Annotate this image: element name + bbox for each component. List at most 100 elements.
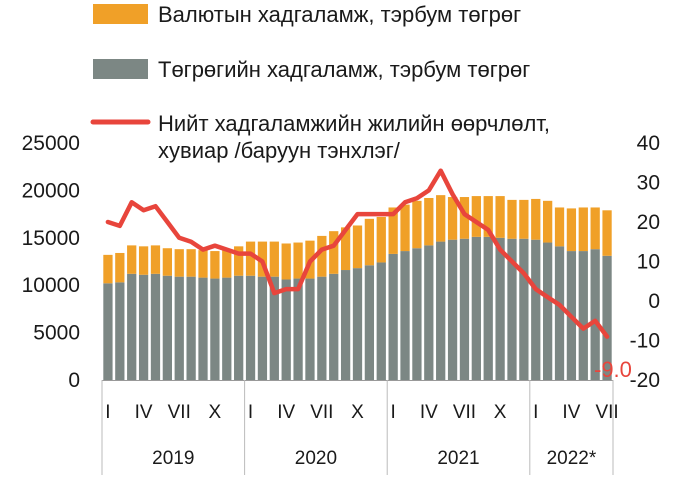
x-tick-label: I: [105, 402, 110, 423]
bar-fx-deposit: [566, 208, 577, 252]
year-label: 2021: [437, 448, 479, 469]
bar-mnt-deposit: [400, 251, 410, 380]
bar-mnt-deposit: [602, 255, 612, 380]
bar-fx-deposit: [543, 200, 553, 243]
bar-mnt-deposit: [590, 249, 600, 380]
legend-mnt-swatch: [93, 59, 148, 79]
x-tick-label: I: [248, 402, 253, 423]
bar-fx-deposit: [198, 250, 208, 278]
right-tick-label: 0: [648, 290, 660, 313]
bar-mnt-deposit: [364, 265, 375, 380]
legend-fx-swatch: [93, 4, 148, 24]
bar-fx-deposit: [519, 199, 529, 239]
bar-mnt-deposit: [554, 246, 565, 380]
bar-fx-deposit: [174, 249, 184, 277]
bar-fx-deposit: [400, 204, 410, 252]
bar-fx-deposit: [388, 207, 398, 254]
bar-fx-deposit: [352, 225, 363, 269]
right-tick-label: 30: [637, 172, 660, 195]
bar-mnt-deposit: [578, 251, 588, 380]
bar-mnt-deposit: [436, 241, 446, 380]
legend: Валютын хадгаламж, тэрбум төгрөг Төгрөги…: [90, 2, 550, 163]
bar-fx-deposit: [436, 195, 446, 242]
left-tick-label: 25000: [22, 132, 80, 155]
bar-mnt-deposit: [234, 275, 244, 380]
bar-fx-deposit: [210, 251, 220, 279]
bar-fx-deposit: [602, 210, 612, 256]
bar-fx-deposit: [424, 197, 434, 246]
bar-mnt-deposit: [352, 268, 363, 380]
bar-fx-deposit: [269, 241, 279, 277]
bar-fx-deposit: [245, 241, 256, 276]
bar-fx-deposit: [127, 245, 137, 274]
bar-mnt-deposit: [507, 238, 517, 380]
bar-fx-deposit: [340, 227, 351, 271]
bar-fx-deposit: [459, 197, 470, 239]
growth-line-layer: [105, 168, 610, 339]
right-tick-label: 20: [637, 211, 660, 234]
bar-fx-deposit: [447, 197, 458, 240]
left-tick-label: 5000: [33, 322, 80, 345]
legend-growth-label-line2: хувиар /баруун тэнхлэг/: [158, 138, 401, 163]
bar-fx-deposit: [578, 207, 588, 252]
year-label: 2019: [152, 448, 194, 469]
x-tick-label: IV: [420, 402, 438, 423]
bar-mnt-deposit: [412, 248, 422, 380]
growth-line: [105, 168, 610, 339]
x-tick-label: I: [533, 402, 538, 423]
bar-mnt-deposit: [305, 278, 315, 380]
legend-mnt-label: Төгрөгийн хадгаламж, тэрбум төгрөг: [158, 57, 530, 82]
bar-mnt-deposit: [531, 239, 541, 380]
bar-fx-deposit: [234, 246, 244, 276]
bar-mnt-deposit: [459, 238, 470, 380]
bar-mnt-deposit: [186, 276, 196, 380]
bar-mnt-deposit: [174, 276, 184, 380]
bars: [103, 195, 612, 380]
x-tick-label: I: [391, 402, 396, 423]
bar-mnt-deposit: [245, 275, 256, 380]
left-tick-label: 20000: [22, 179, 80, 202]
right-axis-ticks: -20 -10 0 10 20 30 40: [630, 132, 660, 392]
bar-mnt-deposit: [257, 276, 268, 380]
left-tick-label: 10000: [22, 274, 80, 297]
growth-end-label: -9.0: [594, 357, 632, 382]
bar-fx-deposit: [507, 199, 517, 239]
x-axis: I IV VII X I IV VII X I IV VII X I IV VII 2019 2020 2021 2…: [101, 380, 619, 475]
bar-fx-deposit: [186, 249, 196, 277]
left-tick-label: 15000: [22, 227, 80, 250]
bar-mnt-deposit: [543, 242, 553, 380]
bar-mnt-deposit: [329, 273, 339, 380]
bar-mnt-deposit: [424, 245, 434, 380]
bar-mnt-deposit: [198, 277, 208, 380]
bar-mnt-deposit: [340, 270, 351, 380]
bar-fx-deposit: [412, 200, 422, 249]
bar-fx-deposit: [364, 218, 375, 266]
bar-mnt-deposit: [376, 262, 386, 380]
bar-mnt-deposit: [495, 237, 505, 380]
x-tick-label: IV: [562, 402, 580, 423]
bar-fx-deposit: [329, 231, 339, 274]
bar-fx-deposit: [103, 254, 113, 284]
bar-fx-deposit: [281, 243, 291, 280]
bar-fx-deposit: [483, 196, 493, 237]
right-tick-label: -20: [630, 369, 660, 392]
left-tick-label: 0: [68, 369, 80, 392]
bar-mnt-deposit: [471, 236, 481, 380]
right-tick-label: -10: [630, 330, 660, 353]
x-tick-label: VII: [168, 402, 191, 423]
legend-fx-label: Валютын хадгаламж, тэрбум төгрөг: [158, 2, 521, 27]
left-axis-ticks: 0 5000 10000 15000 20000 25000: [22, 132, 80, 392]
bar-mnt-deposit: [162, 275, 172, 380]
bar-fx-deposit: [162, 248, 172, 276]
bar-fx-deposit: [293, 242, 303, 279]
legend-growth-label-line1: Нийт хадгаламжийн жилийн өөрчлөлт,: [158, 111, 550, 136]
bar-fx-deposit: [150, 245, 161, 274]
bar-mnt-deposit: [138, 274, 149, 380]
bar-fx-deposit: [138, 246, 149, 275]
right-tick-label: 10: [637, 251, 660, 274]
bar-mnt-deposit: [222, 277, 232, 380]
bar-mnt-deposit: [388, 253, 398, 380]
x-tick-label: IV: [277, 402, 295, 423]
bar-mnt-deposit: [150, 273, 161, 380]
bar-fx-deposit: [471, 196, 481, 237]
